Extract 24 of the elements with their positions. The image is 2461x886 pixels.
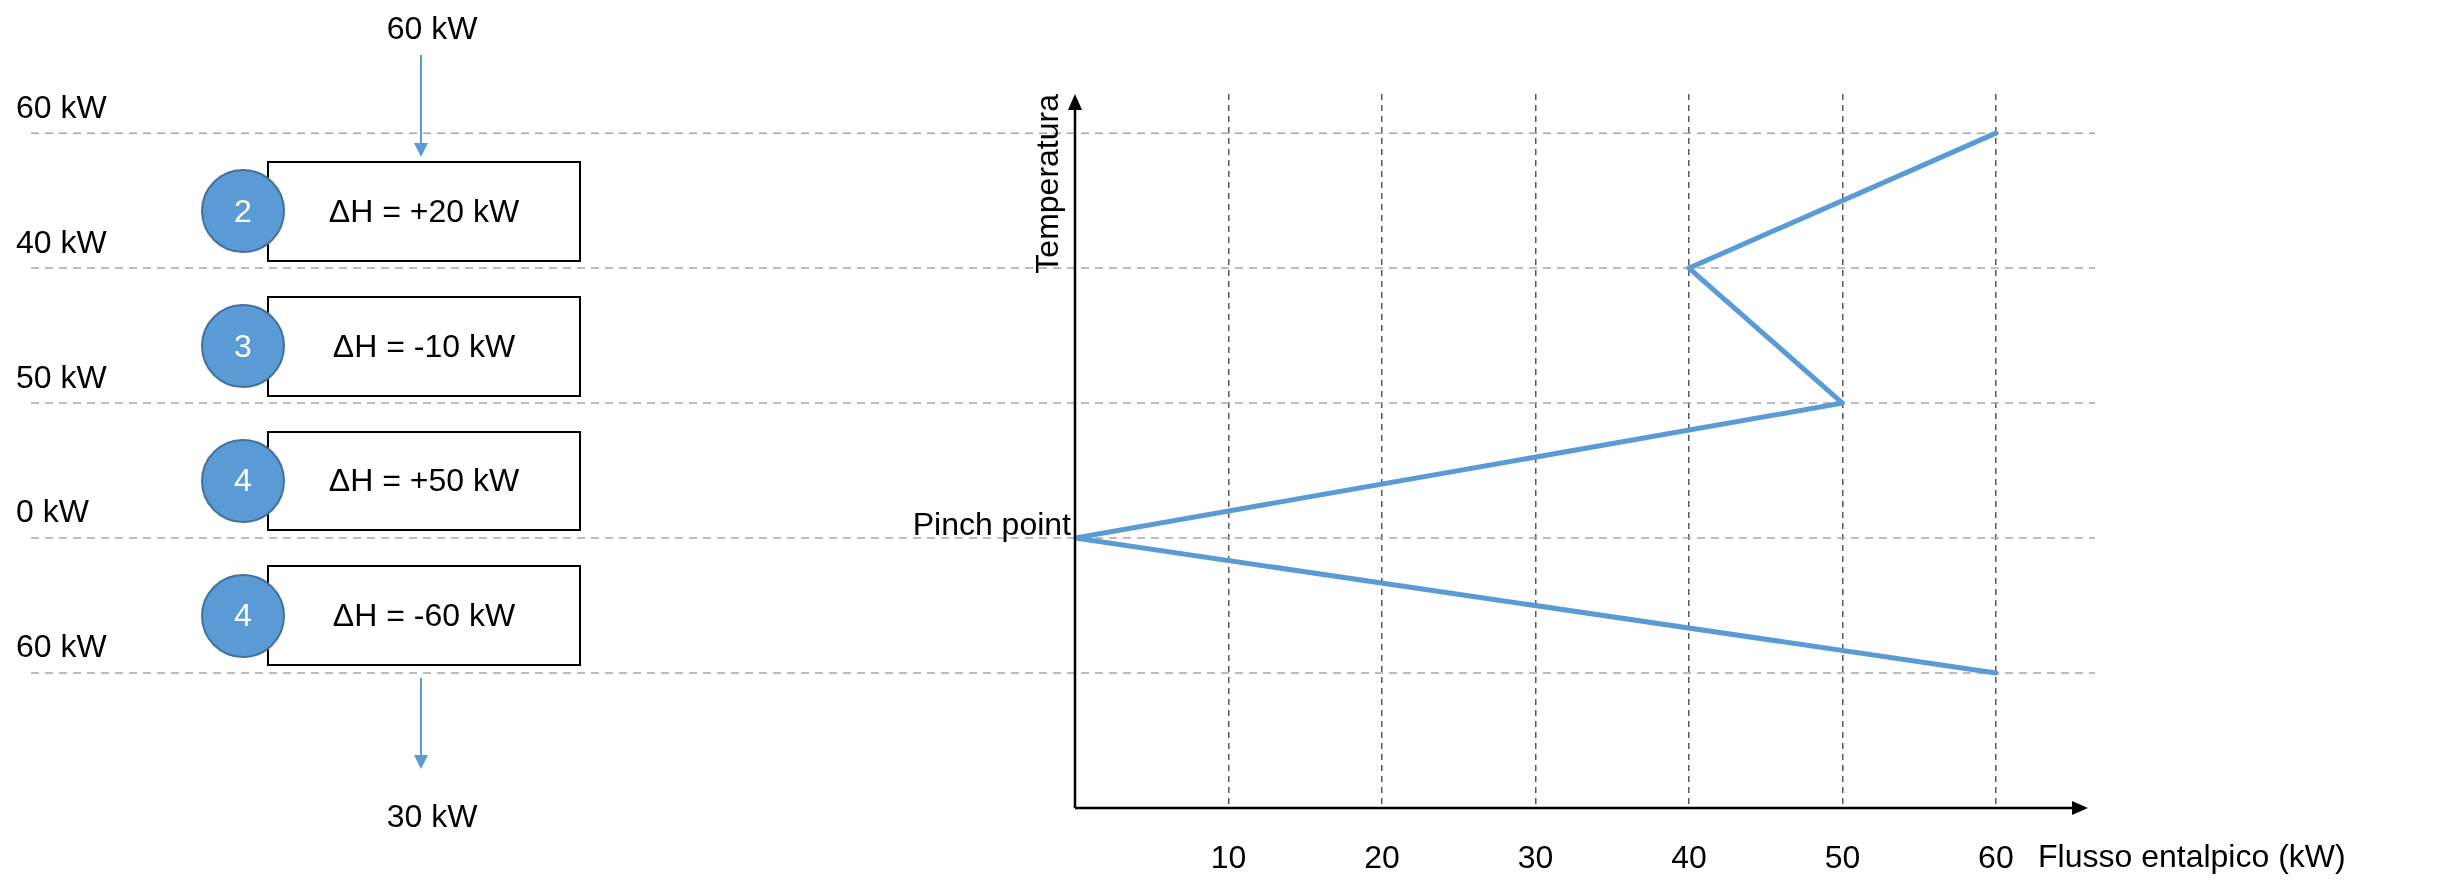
x-tick-label: 10 — [1210, 839, 1247, 876]
x-tick-label: 50 — [1824, 839, 1861, 876]
text: 0 kW — [16, 492, 89, 530]
x-tick-label: 20 — [1364, 839, 1400, 876]
x-tick-label: 40 — [1671, 839, 1707, 876]
text: 60 kW — [16, 88, 107, 126]
text: 40 kW — [16, 223, 107, 261]
text: 2 — [234, 192, 252, 230]
text: 4 — [234, 462, 252, 500]
y-axis-title: Temperatura — [1028, 93, 1065, 274]
text: ΔH = +50 kW — [328, 462, 520, 500]
text: ΔH = -60 kW — [332, 597, 516, 635]
x-tick-label: 30 — [1517, 839, 1554, 876]
annotation: Pinch point — [912, 505, 1072, 542]
text: 50 kW — [16, 358, 107, 395]
x-tick-label: 60 — [1978, 839, 2014, 876]
text: 30 kW — [386, 797, 478, 835]
text: 60 kW — [386, 9, 478, 47]
text: 3 — [234, 327, 252, 365]
text: 4 — [234, 597, 252, 635]
text: 60 kW — [16, 627, 107, 665]
x-axis-title: Flusso entalpico (kW) — [2038, 837, 2346, 874]
text: ΔH = -10 kW — [332, 327, 516, 365]
text: ΔH = +20 kW — [328, 192, 520, 230]
